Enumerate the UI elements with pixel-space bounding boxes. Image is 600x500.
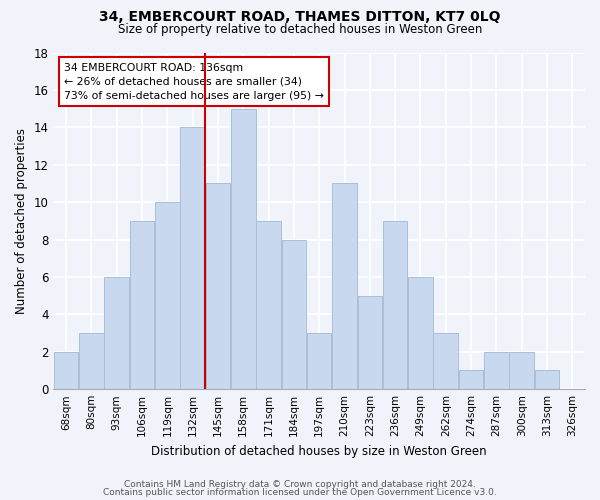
Bar [332, 184, 357, 389]
Y-axis label: Number of detached properties: Number of detached properties [15, 128, 28, 314]
Bar [104, 277, 129, 389]
Bar [383, 221, 407, 389]
Bar [256, 221, 281, 389]
Text: 34 EMBERCOURT ROAD: 136sqm
← 26% of detached houses are smaller (34)
73% of semi: 34 EMBERCOURT ROAD: 136sqm ← 26% of deta… [64, 62, 324, 100]
X-axis label: Distribution of detached houses by size in Weston Green: Distribution of detached houses by size … [151, 444, 487, 458]
Bar [79, 333, 104, 389]
Bar [408, 277, 433, 389]
Bar [181, 128, 205, 389]
Bar [484, 352, 509, 389]
Bar [433, 333, 458, 389]
Bar [307, 333, 331, 389]
Text: 34, EMBERCOURT ROAD, THAMES DITTON, KT7 0LQ: 34, EMBERCOURT ROAD, THAMES DITTON, KT7 … [99, 10, 501, 24]
Bar [231, 108, 256, 389]
Text: Size of property relative to detached houses in Weston Green: Size of property relative to detached ho… [118, 22, 482, 36]
Bar [535, 370, 559, 389]
Bar [459, 370, 484, 389]
Bar [130, 221, 154, 389]
Text: Contains public sector information licensed under the Open Government Licence v3: Contains public sector information licen… [103, 488, 497, 497]
Bar [509, 352, 534, 389]
Bar [358, 296, 382, 389]
Bar [281, 240, 306, 389]
Bar [206, 184, 230, 389]
Bar [54, 352, 79, 389]
Text: Contains HM Land Registry data © Crown copyright and database right 2024.: Contains HM Land Registry data © Crown c… [124, 480, 476, 489]
Bar [155, 202, 179, 389]
